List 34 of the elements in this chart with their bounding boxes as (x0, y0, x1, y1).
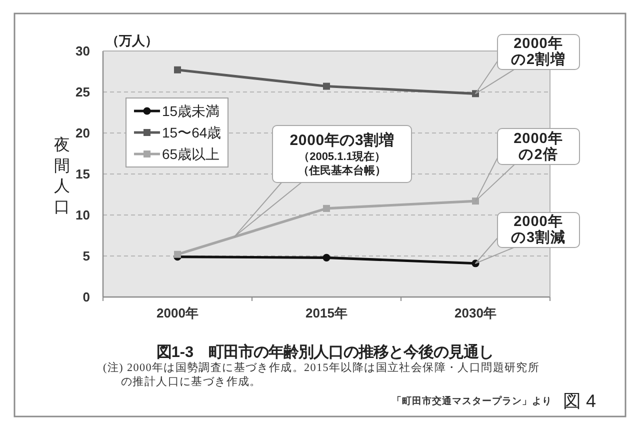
annotation: 2000年の3割減 (510, 214, 568, 246)
text: （万人） (106, 32, 158, 50)
point (174, 250, 181, 258)
annotation: 2000年の3割増 (290, 130, 394, 150)
y-tick-label: 20 (76, 126, 90, 140)
point (174, 66, 181, 74)
callout-box: 2000年の3割減 (497, 212, 580, 248)
x-tick-label: 2030年 (454, 306, 496, 320)
y-axis-title: 夜間人口 (54, 136, 70, 218)
callout-box: 2000年の2倍 (497, 128, 580, 165)
x-tick-label: 2015年 (306, 306, 348, 320)
legend-label: 15〜64歳 (162, 124, 222, 140)
annotation: （住民基本台帳） (298, 164, 386, 178)
y-tick-label: 0 (82, 290, 90, 304)
annotation: 2000年の2倍 (512, 130, 564, 162)
annotation: （2005.1.1現在） (298, 150, 386, 164)
y-tick-label: 15 (76, 166, 90, 182)
annotation: 2000年の2割増 (510, 36, 568, 68)
text: (注) 2000年は国勢調査に基づき作成。2015年以降は国立社会保障・人口問題研究所の推計人口に基づき作成。 (103, 362, 541, 389)
point (323, 204, 330, 212)
text: 「町田市交通マスタープラン」より (392, 395, 552, 408)
y-tick-label: 30 (76, 44, 90, 58)
legend-label: 15歳未満 (162, 103, 220, 119)
y-tick-label: 5 (82, 248, 90, 264)
legend-label: 65歳以上 (162, 146, 220, 162)
caption: 図 4 (563, 390, 596, 413)
callout-box: 2000年の3割増 （2005.1.1現在） （住民基本台帳） (272, 125, 412, 183)
point (322, 254, 330, 262)
text: 図1-3 町田市の年齢別人口の推移と今後の見通し (155, 342, 495, 362)
y-tick-label: 10 (76, 208, 90, 222)
y-tick-label: 25 (76, 84, 90, 100)
point (323, 82, 330, 90)
x-tick-label: 2000年 (156, 306, 198, 320)
callout-box: 2000年の2割増 (497, 34, 580, 70)
